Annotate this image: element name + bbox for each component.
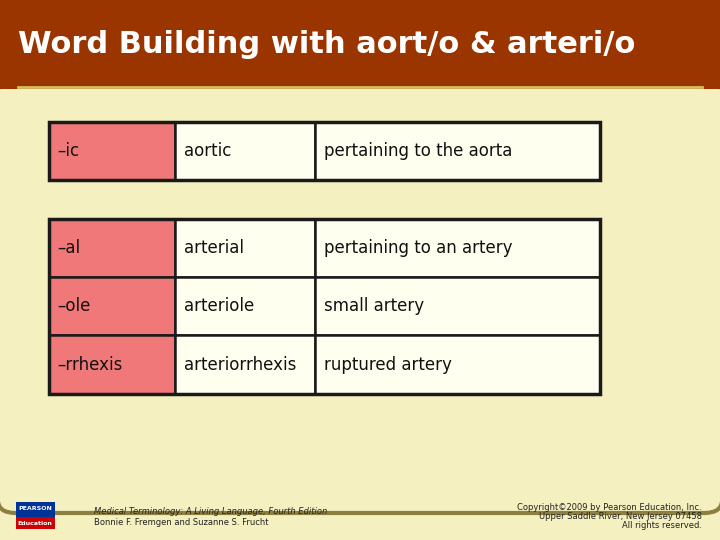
Text: Medical Terminology: A Living Language, Fourth Edition: Medical Terminology: A Living Language, … xyxy=(94,508,327,516)
Text: Upper Saddle River, New Jersey 07458: Upper Saddle River, New Jersey 07458 xyxy=(539,512,702,521)
FancyBboxPatch shape xyxy=(0,78,720,513)
Bar xyxy=(175,277,315,335)
Bar xyxy=(0,0,720,89)
Text: pertaining to an artery: pertaining to an artery xyxy=(324,239,513,257)
Text: Copyright©2009 by Pearson Education, Inc.: Copyright©2009 by Pearson Education, Inc… xyxy=(518,503,702,512)
Text: arteriole: arteriole xyxy=(184,297,254,315)
Bar xyxy=(175,335,315,394)
Text: Bonnie F. Fremgen and Suzanne S. Frucht: Bonnie F. Fremgen and Suzanne S. Frucht xyxy=(94,518,268,526)
Text: –ic: –ic xyxy=(58,141,80,160)
Text: arterial: arterial xyxy=(184,239,243,257)
Bar xyxy=(49,335,175,394)
Bar xyxy=(16,517,55,529)
Text: –al: –al xyxy=(58,239,81,257)
Bar xyxy=(315,335,600,394)
Text: pertaining to the aorta: pertaining to the aorta xyxy=(324,141,513,160)
Text: small artery: small artery xyxy=(324,297,424,315)
Text: aortic: aortic xyxy=(184,141,231,160)
Text: –ole: –ole xyxy=(58,297,91,315)
Bar xyxy=(49,219,600,394)
Text: PEARSON: PEARSON xyxy=(18,506,53,511)
Text: All rights reserved.: All rights reserved. xyxy=(622,522,702,530)
Bar xyxy=(315,219,600,277)
Bar xyxy=(175,122,315,180)
Bar xyxy=(49,219,175,277)
Bar xyxy=(16,502,55,517)
Text: Word Building with aort/o & arteri/o: Word Building with aort/o & arteri/o xyxy=(18,30,635,59)
Text: ruptured artery: ruptured artery xyxy=(324,355,452,374)
Bar xyxy=(49,277,175,335)
Text: –rrhexis: –rrhexis xyxy=(58,355,123,374)
Text: arteriorrhexis: arteriorrhexis xyxy=(184,355,296,374)
Bar xyxy=(49,122,600,180)
Bar xyxy=(315,122,600,180)
Bar xyxy=(175,219,315,277)
Bar xyxy=(49,122,175,180)
Text: Education: Education xyxy=(18,521,53,526)
Bar xyxy=(315,277,600,335)
